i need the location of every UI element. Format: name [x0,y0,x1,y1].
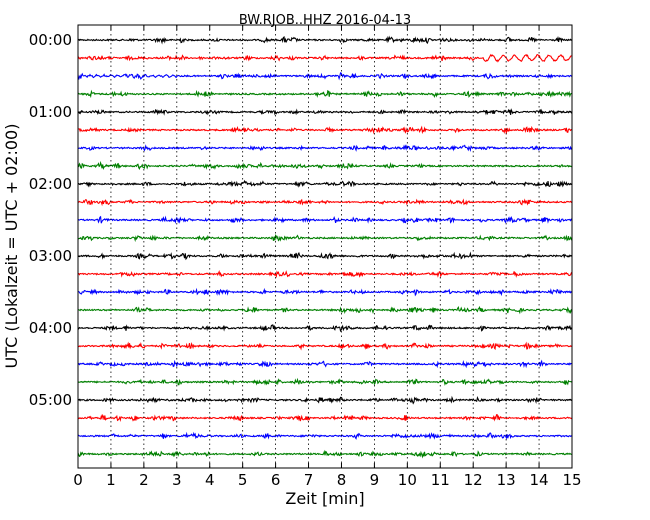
x-tick-label-4: 4 [205,471,215,489]
trace-13 [77,270,573,279]
trace-8 [77,179,573,188]
x-tick-label-5: 5 [238,471,248,489]
x-tick-label-3: 3 [172,471,182,489]
trace-2 [77,72,573,81]
trace-9 [77,198,573,207]
x-tick-label-11: 11 [431,471,450,489]
trace-22 [77,431,573,440]
trace-11 [77,234,573,243]
trace-20 [77,395,573,405]
y-tick-label-0: 00:00 [29,31,72,49]
trace-1 [77,53,573,63]
trace-19 [77,377,573,386]
x-tick-label-7: 7 [304,471,314,489]
trace-10 [77,215,573,224]
trace-4 [77,108,573,116]
trace-7 [77,160,573,171]
trace-16 [77,324,573,333]
trace-15 [77,305,573,315]
y-tick-label-2: 02:00 [29,175,72,193]
vertical-grid [110,25,540,468]
x-axis-label: Zeit [min] [285,489,364,508]
x-tick-label-15: 15 [562,471,581,489]
x-tick-label-1: 1 [106,471,116,489]
y-tick-label-3: 03:00 [29,247,72,265]
trace-6 [78,144,573,152]
trace-14 [77,287,573,297]
trace-23 [77,449,573,459]
trace-17 [77,341,573,351]
x-axis: 0 1 2 3 4 5 6 7 8 9 10 11 12 13 14 15 [73,25,582,489]
trace-5 [77,125,573,135]
x-tick-label-10: 10 [398,471,417,489]
trace-group [77,35,573,459]
trace-3 [77,89,573,99]
trace-12 [77,251,573,261]
x-tick-label-9: 9 [370,471,380,489]
y-tick-label-1: 01:00 [29,103,72,121]
x-tick-label-12: 12 [464,471,483,489]
x-tick-label-14: 14 [530,471,549,489]
x-tick-label-8: 8 [337,471,347,489]
y-tick-label-4: 04:00 [29,319,72,337]
y-axis: 00:00 01:00 02:00 03:00 04:00 05:00 [29,31,572,409]
plot-frame [77,24,573,469]
chart-title: BW.RJOB..HHZ 2016-04-13 [239,13,411,28]
y-tick-label-5: 05:00 [29,391,72,409]
x-tick-label-13: 13 [497,471,516,489]
x-tick-label-6: 6 [271,471,281,489]
trace-0 [77,35,573,45]
trace-18 [77,359,573,369]
x-tick-label-2: 2 [139,471,149,489]
x-tick-label-0: 0 [73,471,83,489]
trace-21 [77,413,573,423]
y-axis-label: UTC (Lokalzeit = UTC + 02:00) [2,124,21,369]
